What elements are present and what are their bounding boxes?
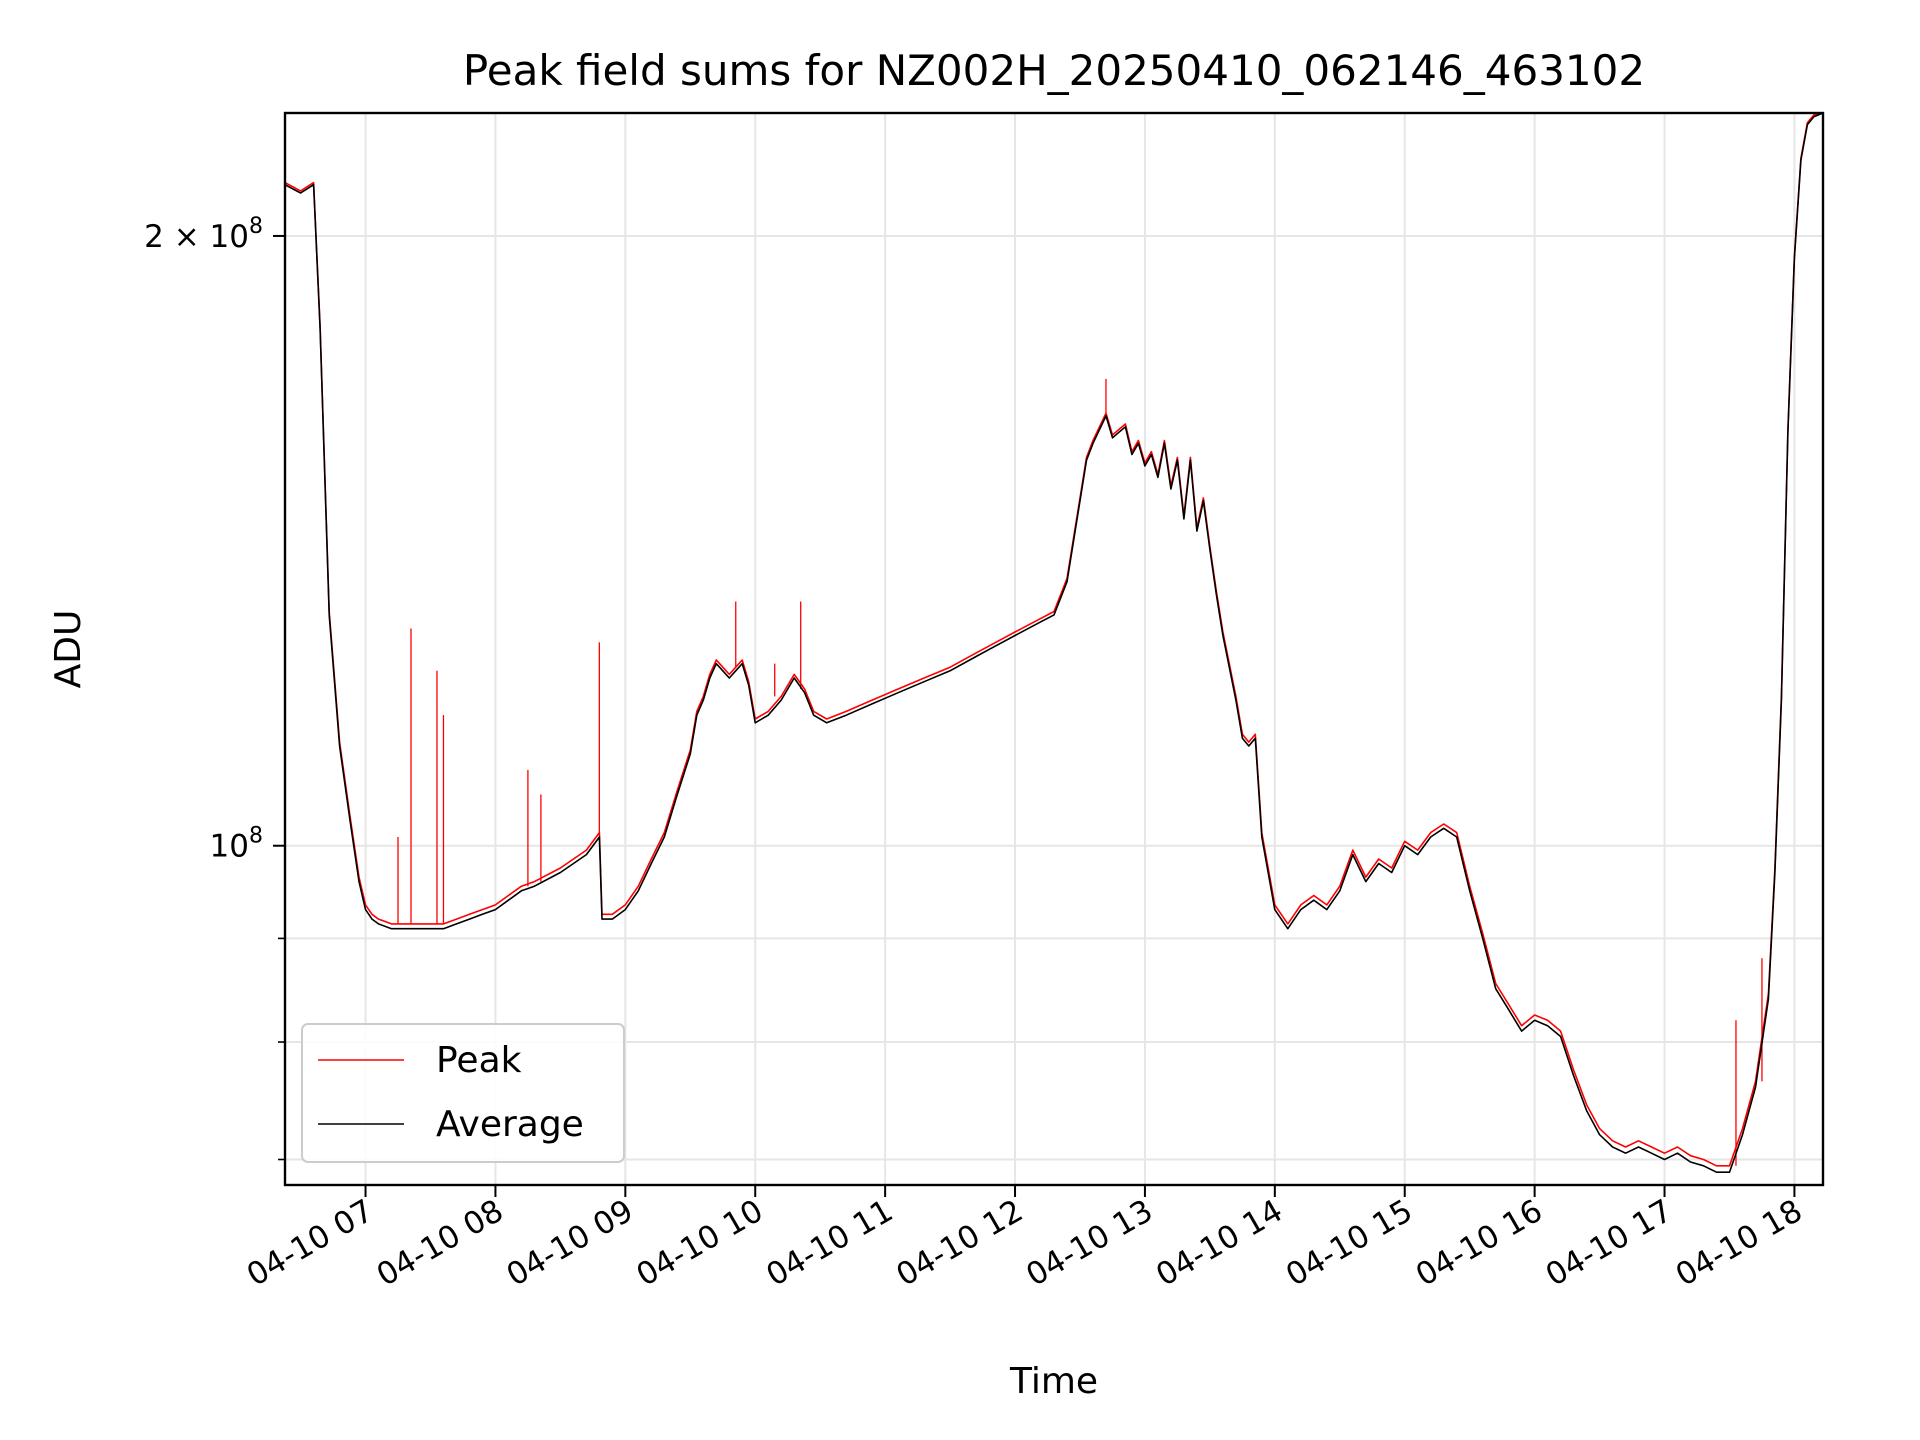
legend-peak-label: Peak	[436, 1040, 522, 1081]
y-tick-label-base: 10	[210, 829, 249, 865]
legend: Peak Average	[301, 1023, 625, 1163]
y-tick-label-base: 2 × 10	[144, 219, 249, 255]
legend-average-label: Average	[436, 1104, 584, 1145]
chart-title: Peak field sums for NZ002H_20250410_0621…	[463, 46, 1645, 95]
y-tick-label: 2 × 108	[144, 214, 263, 255]
x-axis-label: Time	[1009, 1361, 1098, 1402]
y-tick-label-exponent: 8	[249, 214, 263, 239]
series-line-average	[285, 113, 1823, 1173]
y-tick-label-exponent: 8	[249, 824, 263, 849]
y-tick-label: 108	[210, 824, 263, 865]
tick-marks	[273, 234, 1796, 1197]
series-layer	[285, 113, 1823, 1173]
legend-box	[301, 1023, 625, 1163]
plot-frame	[283, 111, 1825, 1187]
y-axis-label: ADU	[48, 610, 89, 689]
